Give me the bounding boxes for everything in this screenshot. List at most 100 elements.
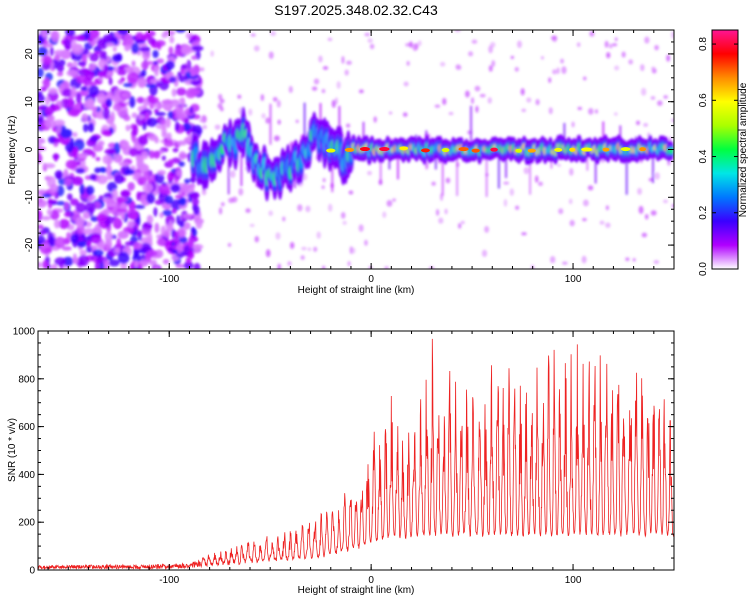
noise-dot [386,200,393,207]
band-peak [471,148,480,153]
noise-dot [471,39,478,44]
noise-blob [103,259,110,269]
noise-dot [552,69,557,75]
noise-blob [66,69,79,77]
noise-blob [165,116,171,129]
noise-blob [188,88,201,95]
noise-dot [671,118,674,123]
noise-dot [604,40,609,48]
noise-blob [124,168,135,175]
noise-dot [662,199,669,204]
noise-blob [65,142,75,153]
noise-blob [42,55,53,66]
noise-dot [654,172,660,180]
noise-dot [217,102,223,109]
noise-blob [149,96,160,105]
noise-blob [108,259,120,267]
noise-blob [167,159,174,166]
noise-dot [322,66,329,70]
noise-dot [367,38,373,44]
noise-dot [475,105,479,113]
noise-blob [136,191,142,201]
snr-y-tick-label: 800 [18,374,35,385]
noise-blob [117,230,129,239]
noise-blob [89,173,97,181]
noise-dot [445,177,451,184]
noise-blob [154,172,165,184]
noise-dot [300,255,305,260]
noise-blob [103,64,108,76]
spectrogram-y-tick-label: -20 [24,237,35,252]
noise-dot [520,88,525,96]
noise-dot [438,217,444,224]
noise-dot [509,188,515,196]
colorbar-tick-label: 0.0 [698,262,709,276]
noise-dot [268,51,274,59]
noise-blob [116,208,128,213]
noise-blob [71,176,84,186]
noise-blob [94,261,100,269]
band-peak [581,147,593,152]
noise-dot [313,246,318,252]
band-peak [569,147,576,152]
noise-blob [139,47,151,52]
noise-dot [388,111,393,115]
noise-dot [442,98,447,105]
noise-dot [503,199,508,207]
noise-blob [72,131,78,138]
noise-blob [96,92,106,104]
noise-blob [38,151,42,163]
noise-blob [156,234,163,239]
noise-blob [75,202,87,214]
noise-blob [143,97,148,110]
spectrogram-x-tick-label: 100 [565,274,582,285]
noise-dot [632,258,636,262]
noise-blob [90,135,99,142]
noise-blob [98,71,105,78]
noise-blob [163,140,174,148]
noise-dot [637,187,643,195]
noise-dot [588,107,594,115]
noise-blob [117,251,130,264]
noise-blob [146,249,158,258]
noise-blob [97,140,105,147]
noise-blob [75,216,85,228]
noise-blob [96,174,108,185]
spectrogram-x-label: Height of straight line (km) [298,285,415,296]
noise-blob [171,208,177,214]
noise-dot [510,55,515,60]
noise-blob [95,156,101,162]
noise-blob [97,38,108,50]
noise-blob [162,79,172,84]
noise-dot [521,232,527,236]
noise-blob [39,243,51,249]
noise-blob [102,197,114,203]
colorbar: 0.0 0.2 0.4 0.6 0.8 Normalized spectral ampl… [698,29,749,276]
noise-blob [157,170,166,176]
spectrogram-blobs [38,30,674,269]
noise-blob [82,211,91,220]
noise-blob [154,66,159,77]
noise-dot [540,56,544,60]
noise-blob [81,113,89,123]
noise-dot [408,41,413,48]
noise-blob [155,81,162,88]
noise-blob [104,148,117,155]
noise-dot [331,99,336,108]
noise-dot [272,96,278,102]
noise-dot [479,93,486,98]
noise-blob [46,208,53,216]
noise-blob [53,49,66,56]
noise-blob [79,183,85,196]
noise-dot [237,94,242,99]
noise-blob [136,157,144,167]
noise-dot [526,97,532,103]
noise-blob [87,196,94,202]
noise-dot [621,51,626,58]
spectrogram-y-tick-label: 10 [24,96,35,108]
noise-blob [45,96,50,106]
noise-blob [183,261,194,269]
noise-blob [131,60,136,67]
noise-blob [141,60,149,70]
